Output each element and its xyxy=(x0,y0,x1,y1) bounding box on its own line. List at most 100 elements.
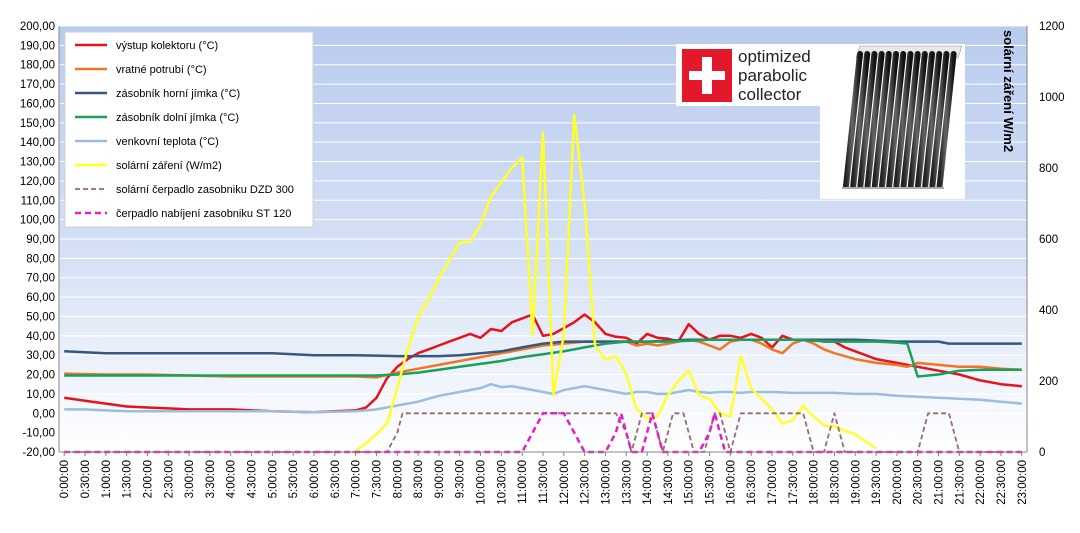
legend-label: solární čerpadlo zasobniku DZD 300 xyxy=(116,184,294,196)
legend-label: solární záření (W/m2) xyxy=(116,160,222,172)
x-tick-label: 0:30:00 xyxy=(80,460,92,498)
x-tick-label: 15:00:00 xyxy=(684,460,696,505)
x-tick-label: 9:00:00 xyxy=(434,460,446,498)
x-tick-label: 9:30:00 xyxy=(455,460,467,498)
x-tick-label: 19:00:00 xyxy=(850,460,862,505)
x-tick-label: 21:00:00 xyxy=(934,460,946,505)
x-tick-label: 13:30:00 xyxy=(621,460,633,505)
x-tick-label: 0:00:00 xyxy=(59,460,71,498)
legend-label: výstup kolektoru (°C) xyxy=(116,40,218,52)
x-tick-label: 4:00:00 xyxy=(226,460,238,498)
x-tick-label: 7:00:00 xyxy=(351,460,363,498)
x-tick-label: 2:30:00 xyxy=(163,460,175,498)
x-tick-label: 6:30:00 xyxy=(330,460,342,498)
x-tick-label: 5:00:00 xyxy=(267,460,279,498)
x-tick-label: 1:30:00 xyxy=(122,460,134,498)
x-tick-label: 7:30:00 xyxy=(371,460,383,498)
x-tick-label: 8:30:00 xyxy=(413,460,425,498)
collector-image: optimized parabolic collector xyxy=(676,44,965,199)
y-tick-label: 50,00 xyxy=(26,311,55,323)
x-tick-label: 1:00:00 xyxy=(101,460,113,498)
y-tick-label: 180,00 xyxy=(20,60,55,72)
x-tick-label: 10:00:00 xyxy=(476,460,488,505)
x-tick-label: 19:30:00 xyxy=(871,460,883,505)
series-group xyxy=(64,113,1022,454)
x-tick-label: 20:30:00 xyxy=(913,460,925,505)
y-tick-label: 120,00 xyxy=(20,176,55,188)
y-tick-label: 40,00 xyxy=(26,331,55,343)
legend-label: vratné potrubí (°C) xyxy=(116,64,207,76)
x-tick-label: 8:00:00 xyxy=(392,460,404,498)
y-tick-label: 160,00 xyxy=(20,98,55,110)
series-line-4 xyxy=(64,382,1022,414)
y-tick-label: 150,00 xyxy=(20,118,55,130)
x-tick-label: 3:00:00 xyxy=(184,460,196,498)
legend: výstup kolektoru (°C) vratné potrubí (°C)… xyxy=(64,31,314,228)
x-tick-label: 16:00:00 xyxy=(725,460,737,505)
y2-tick-label: 0 xyxy=(1039,447,1045,459)
y-tick-label: 200,00 xyxy=(20,21,55,33)
x-tick-label: 3:30:00 xyxy=(205,460,217,498)
series-line-3 xyxy=(64,338,1022,378)
x-tick-label: 18:00:00 xyxy=(809,460,821,505)
logo-line-3: collector xyxy=(738,85,802,104)
logo-line-2: parabolic xyxy=(738,66,807,85)
collector-tubes-icon xyxy=(842,45,963,189)
x-tick-label: 16:30:00 xyxy=(746,460,758,505)
legend-label: čerpadlo nabíjení zasobniku ST 120 xyxy=(116,208,291,220)
x-tick-label: 12:00:00 xyxy=(559,460,571,505)
x-tick-label: 12:30:00 xyxy=(580,460,592,505)
x-tick-label: 22:30:00 xyxy=(996,460,1008,505)
y2-tick-label: 800 xyxy=(1039,163,1058,175)
x-tick-label: 22:00:00 xyxy=(975,460,987,505)
y-tick-label: 20,00 xyxy=(26,370,55,382)
y-tick-label: 60,00 xyxy=(26,292,55,304)
y-tick-label: 110,00 xyxy=(21,195,55,207)
y2-tick-label: 1000 xyxy=(1039,92,1065,104)
x-tick-label: 13:00:00 xyxy=(600,460,612,505)
y-tick-label: 100,00 xyxy=(20,215,55,227)
series-line-7 xyxy=(64,412,1022,454)
y-tick-label: -20,00 xyxy=(22,447,55,459)
x-tick-label: 21:30:00 xyxy=(954,460,966,505)
x-tick-label: 14:00:00 xyxy=(642,460,654,505)
y-axis-ticks: -20,00 -10,00 0,00 10,00 20,00 30,00 40,00 50,0… xyxy=(20,21,55,459)
y-tick-label: 0,00 xyxy=(33,408,55,420)
series-line-5 xyxy=(354,113,877,453)
legend-label: venkovní teplota (°C) xyxy=(116,136,219,148)
x-tick-label: 6:00:00 xyxy=(309,460,321,498)
y-tick-label: 80,00 xyxy=(26,253,55,265)
y-tick-label: 90,00 xyxy=(26,234,55,246)
y-tick-label: 30,00 xyxy=(26,350,55,362)
y2-axis-title: solární záření W/m2 xyxy=(1001,30,1016,152)
y-tick-label: 170,00 xyxy=(20,79,55,91)
x-tick-label: 17:30:00 xyxy=(788,460,800,505)
y-tick-label: 140,00 xyxy=(20,137,55,149)
y-tick-label: 10,00 xyxy=(26,389,55,401)
legend-label: zásobník horní jímka (°C) xyxy=(116,88,240,100)
y2-tick-label: 400 xyxy=(1039,305,1058,317)
legend-label: zásobník dolní jímka (°C) xyxy=(116,112,239,124)
x-tick-label: 10:30:00 xyxy=(496,460,508,505)
y2-tick-label: 600 xyxy=(1039,234,1058,246)
y-tick-label: 70,00 xyxy=(26,273,55,285)
y-tick-label: 130,00 xyxy=(20,157,55,169)
x-tick-label: 5:30:00 xyxy=(288,460,300,498)
x-tick-label: 20:00:00 xyxy=(892,460,904,505)
y2-tick-label: 1200 xyxy=(1039,21,1065,33)
y-tick-label: 190,00 xyxy=(20,40,55,52)
x-tick-label: 11:30:00 xyxy=(538,460,550,504)
y2-tick-label: 200 xyxy=(1039,376,1058,388)
x-axis-ticks: 0:00:00 0:30:00 1:00:00 1:30:00 2:00:00 2:30:… xyxy=(59,452,1029,505)
x-tick-label: 23:00:00 xyxy=(1017,460,1029,505)
y-tick-label: -10,00 xyxy=(22,428,55,440)
logo-line-1: optimized xyxy=(738,47,811,66)
x-tick-label: 14:30:00 xyxy=(663,460,675,505)
x-tick-label: 4:30:00 xyxy=(247,460,259,498)
x-tick-label: 2:00:00 xyxy=(142,460,154,498)
y2-axis-ticks: 0 200 400 600 800 1000 1200 xyxy=(1039,21,1065,459)
x-tick-label: 18:30:00 xyxy=(829,460,841,505)
x-tick-label: 15:30:00 xyxy=(705,460,717,505)
x-tick-label: 17:00:00 xyxy=(767,460,779,505)
